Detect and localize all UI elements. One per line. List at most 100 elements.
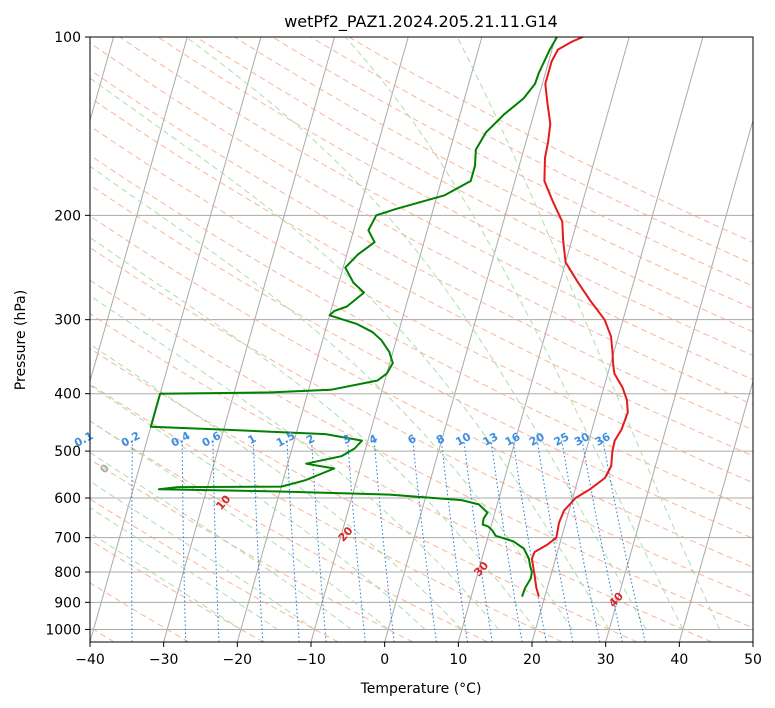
mixing-ratio-label: 8 xyxy=(434,432,447,447)
dry-adiabat-line xyxy=(90,383,563,642)
x-tick-label: 0 xyxy=(380,652,389,668)
moist-adiabat-line xyxy=(90,452,352,630)
moist-adiabat-line xyxy=(90,165,573,630)
x-tick-label: 50 xyxy=(744,652,762,668)
x-tick-label: 10 xyxy=(449,652,467,668)
mixing-ratio-line xyxy=(82,441,86,642)
mixing-ratio-line xyxy=(252,440,264,642)
dry-adiabat-line xyxy=(119,37,753,381)
isotherm-line xyxy=(90,37,262,642)
y-tick-label: 400 xyxy=(54,387,81,403)
moist-adiabat-line xyxy=(90,480,315,630)
moist-adiabat-line xyxy=(90,77,610,630)
profile-lines xyxy=(149,37,629,597)
dry-adiabat-label: 30 xyxy=(471,559,491,579)
x-tick-label: −10 xyxy=(296,652,326,668)
mixing-ratio-label: 30 xyxy=(572,430,592,449)
y-tick-label: 500 xyxy=(54,444,81,460)
mixing-ratio-label: 16 xyxy=(503,430,523,449)
dry-adiabat-line xyxy=(90,42,753,406)
dry-adiabat-line xyxy=(90,97,753,457)
y-tick-label: 300 xyxy=(54,313,81,329)
dry-adiabat-line xyxy=(90,498,339,642)
dry-adiabat-label: 10 xyxy=(214,492,234,512)
y-tick-label: 700 xyxy=(54,531,81,547)
dry-adiabat-line xyxy=(90,313,712,642)
isotherm-line xyxy=(384,37,557,642)
moist-adiabat-line xyxy=(344,37,684,630)
dry-adiabat-line xyxy=(90,247,753,598)
x-tick-label: −30 xyxy=(149,652,179,668)
isotherm-line xyxy=(605,118,753,642)
mixing-ratio-line xyxy=(440,440,468,642)
moist-adiabat-line xyxy=(90,507,278,630)
mixing-ratio-label: 20 xyxy=(527,430,547,449)
dry-adiabat-line xyxy=(90,154,753,511)
dry-adiabat-line xyxy=(195,37,753,333)
isopleth-labels: 0.10.20.40.611.52346810131620253036-100-… xyxy=(72,429,626,610)
dewpoint-profile-line xyxy=(149,37,558,597)
dry-adiabat-line xyxy=(348,37,753,243)
x-tick-label: 20 xyxy=(523,652,541,668)
mixing-ratio-label: 13 xyxy=(481,430,501,449)
mixing-ratio-label: 0.4 xyxy=(169,429,193,450)
mixing-ratio-label: 1 xyxy=(246,432,259,447)
moist-adiabat-line xyxy=(90,236,536,630)
dry-adiabat-line xyxy=(90,279,753,629)
y-tick-label: 800 xyxy=(54,565,81,581)
isotherm-line xyxy=(236,37,409,642)
dry-adiabat-line xyxy=(90,539,264,642)
dry-adiabat-line xyxy=(90,125,753,484)
mixing-ratio-line xyxy=(212,440,220,642)
mixing-ratio-line xyxy=(463,440,493,642)
isotherm-line xyxy=(90,37,188,384)
mixing-ratio-label: 0.2 xyxy=(119,429,142,450)
plot-frame xyxy=(89,36,754,643)
dry-adiabat-label: 40 xyxy=(606,590,626,610)
isotherm-line xyxy=(531,37,704,642)
y-tick-label: 100 xyxy=(54,30,81,46)
dry-adiabat-line xyxy=(157,37,753,357)
moist-adiabat-line xyxy=(185,37,647,630)
background-lines xyxy=(82,37,753,642)
moist-adiabat-line xyxy=(90,343,463,630)
mixing-ratio-label: 25 xyxy=(552,430,572,449)
dry-adiabat-line xyxy=(234,37,753,310)
y-axis-label: Pressure (hPa) xyxy=(13,290,29,390)
dry-adiabat-line xyxy=(310,37,753,265)
mixing-ratio-label: 36 xyxy=(593,430,613,449)
mixing-ratio-label: 4 xyxy=(367,432,380,447)
x-tick-label: 40 xyxy=(670,652,688,668)
dry-adiabat-line xyxy=(90,184,753,539)
temperature-profile-line xyxy=(530,37,629,597)
moist-adiabat-line xyxy=(90,295,500,630)
dry-adiabat-label: 20 xyxy=(336,524,356,544)
dry-adiabat-label: 0 xyxy=(97,461,112,476)
dry-adiabat-line xyxy=(90,69,753,431)
dry-adiabat-line xyxy=(90,215,753,568)
moist-adiabat-line xyxy=(90,420,389,630)
isotherm-line xyxy=(163,37,336,642)
y-tick-label: 200 xyxy=(54,208,81,224)
axes: −40 −30 −20 −10 0 10 20 30 40 5010020030040050060… xyxy=(45,30,762,668)
isotherm-line xyxy=(457,37,630,642)
mixing-ratio-line xyxy=(131,440,133,642)
dry-adiabat-line xyxy=(90,458,414,642)
x-tick-label: −20 xyxy=(223,652,253,668)
y-tick-label: 1000 xyxy=(45,622,81,638)
mixing-ratio-line xyxy=(412,440,437,642)
mixing-ratio-line xyxy=(373,440,395,642)
mixing-ratio-line xyxy=(181,440,187,642)
x-tick-label: −40 xyxy=(75,652,105,668)
mixing-ratio-line xyxy=(286,440,300,642)
dry-adiabat-line xyxy=(90,347,638,642)
mixing-ratio-label: 6 xyxy=(406,432,419,447)
mixing-ratio-line xyxy=(347,440,366,642)
y-tick-label: 900 xyxy=(54,595,81,611)
isotherm-line xyxy=(752,640,753,642)
x-axis-label: Temperature (°C) xyxy=(360,681,482,697)
isotherm-line xyxy=(678,379,753,642)
moist-adiabat-line xyxy=(456,37,721,630)
x-tick-label: 30 xyxy=(597,652,615,668)
